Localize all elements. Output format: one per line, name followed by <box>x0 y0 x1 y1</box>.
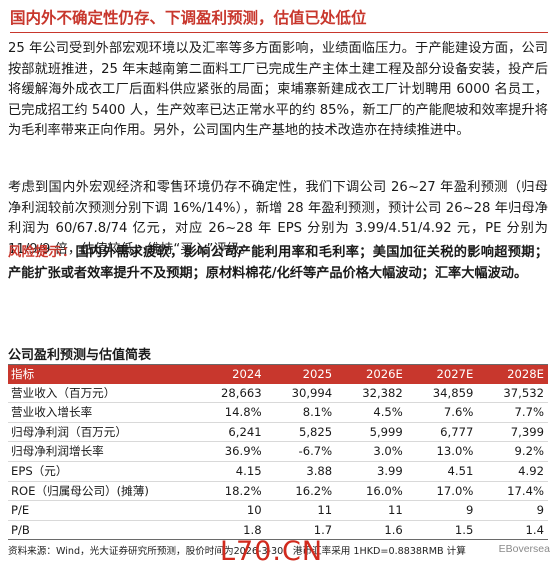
row-label: 营业收入（百万元） <box>8 383 195 404</box>
table-cell: 32,382 <box>336 383 407 404</box>
site-watermark: L70.CN <box>220 536 324 567</box>
table-cell: 16.2% <box>265 481 337 502</box>
table-cell: 18.2% <box>195 481 266 502</box>
table-cell: 6,777 <box>406 422 478 443</box>
table-cell: 10 <box>195 500 266 521</box>
table-cell: 8.1% <box>265 402 337 423</box>
table-cell: 9 <box>406 500 478 521</box>
header-cell: 2025 <box>265 365 337 384</box>
earnings-forecast-table: 指标 2024 2025 2026E 2027E 2028E 营业收入（百万元）… <box>8 365 548 541</box>
headline-divider <box>10 32 548 33</box>
row-label: ROE（归属母公司）(摊薄) <box>8 481 195 502</box>
header-cell: 2028E <box>477 365 548 384</box>
header-cell: 指标 <box>8 365 195 384</box>
table-cell: 1.4 <box>477 520 548 541</box>
table-cell: 6,241 <box>195 422 266 443</box>
table-row: P/B 1.8 1.7 1.6 1.5 1.4 <box>8 520 548 541</box>
header-cell: 2027E <box>406 365 478 384</box>
table-cell: 4.15 <box>195 461 266 482</box>
table-cell: 3.0% <box>336 441 407 462</box>
row-label: P/E <box>8 500 195 521</box>
table-row: P/E 10 11 11 9 9 <box>8 500 548 521</box>
table-cell: -6.7% <box>265 441 337 462</box>
table-cell: 1.7 <box>265 520 337 541</box>
table-cell: 11 <box>336 500 407 521</box>
risk-warning: 风险提示：国内外需求疲软，影响公司产能利用率和毛利率；美国加征关税的影响超预期；… <box>8 243 548 284</box>
table-cell: 1.5 <box>406 520 478 541</box>
table-cell: 7.6% <box>406 402 478 423</box>
table-cell: 34,859 <box>406 383 478 404</box>
row-label: 归母净利润增长率 <box>8 441 195 462</box>
source-footnote: 资料来源：Wind，光大证券研究所预测，股价时间为2026-3-30；港币汇率采… <box>8 546 466 557</box>
table-cell: 28,663 <box>195 383 266 404</box>
table-cell: 4.5% <box>336 402 407 423</box>
table-row: EPS（元） 4.15 3.88 3.99 4.51 4.92 <box>8 461 548 482</box>
table-cell: 17.0% <box>406 481 478 502</box>
row-label: P/B <box>8 520 195 541</box>
header-cell: 2026E <box>336 365 407 384</box>
row-label: 营业收入增长率 <box>8 402 195 423</box>
report-headline: 国内外不确定性仍存、下调盈利预测，估值已处低位 <box>10 9 367 27</box>
table-row: 营业收入（百万元） 28,663 30,994 32,382 34,859 37… <box>8 383 548 404</box>
table-cell: 4.92 <box>477 461 548 482</box>
row-label: EPS（元） <box>8 461 195 482</box>
risk-label: 风险提示： <box>8 245 76 260</box>
table-cell: 30,994 <box>265 383 337 404</box>
table-cell: 5,825 <box>265 422 337 443</box>
table-cell: 11 <box>265 500 337 521</box>
table-cell: 7,399 <box>477 422 548 443</box>
table-cell: 36.9% <box>195 441 266 462</box>
table-cell: 17.4% <box>477 481 548 502</box>
table-row: 归母净利润增长率 36.9% -6.7% 3.0% 13.0% 9.2% <box>8 441 548 462</box>
table-title: 公司盈利预测与估值简表 <box>8 348 152 363</box>
paragraph-forecast: 考虑到国内外宏观经济和零售环境仍存不确定性，我们下调公司 26~27 年盈利预测… <box>8 180 548 257</box>
paragraph-capacity: 25 年公司受到外部宏观环境以及汇率等多方面影响，业绩面临压力。于产能建设方面，… <box>8 41 548 139</box>
row-label: 归母净利润（百万元） <box>8 422 195 443</box>
table-row: ROE（归属母公司）(摊薄) 18.2% 16.2% 16.0% 17.0% 1… <box>8 481 548 502</box>
table-cell: 37,532 <box>477 383 548 404</box>
table-cell: 1.6 <box>336 520 407 541</box>
table-cell: 14.8% <box>195 402 266 423</box>
table-cell: 3.88 <box>265 461 337 482</box>
table-row: 营业收入增长率 14.8% 8.1% 4.5% 7.6% 7.7% <box>8 402 548 423</box>
table-cell: 16.0% <box>336 481 407 502</box>
table-cell: 4.51 <box>406 461 478 482</box>
table-cell: 9 <box>477 500 548 521</box>
table-header-row: 指标 2024 2025 2026E 2027E 2028E <box>8 365 548 384</box>
table-cell: 9.2% <box>477 441 548 462</box>
header-cell: 2024 <box>195 365 266 384</box>
table-cell: 3.99 <box>336 461 407 482</box>
brand-watermark: EBoversea <box>498 543 550 555</box>
risk-text: 国内外需求疲软，影响公司产能利用率和毛利率；美国加征关税的影响超预期；产能扩张或… <box>8 245 549 281</box>
table-cell: 5,999 <box>336 422 407 443</box>
table-row: 归母净利润（百万元） 6,241 5,825 5,999 6,777 7,399 <box>8 422 548 443</box>
table-cell: 7.7% <box>477 402 548 423</box>
table-cell: 1.8 <box>195 520 266 541</box>
table-cell: 13.0% <box>406 441 478 462</box>
table-top-rule <box>8 364 548 365</box>
